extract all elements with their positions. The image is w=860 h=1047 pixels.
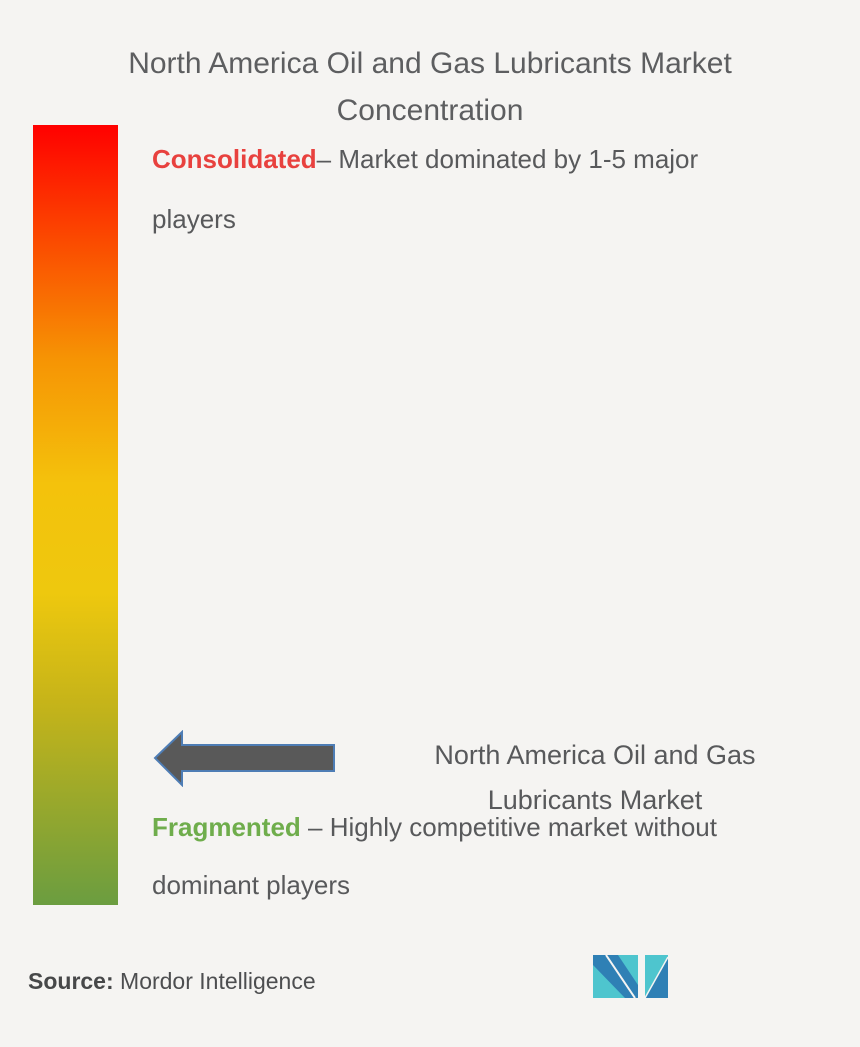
consolidated-description-line1: Consolidated– Market dominated by 1-5 ma… xyxy=(152,143,852,176)
concentration-gradient-bar xyxy=(33,125,118,905)
position-indicator-arrow xyxy=(153,729,337,788)
fragmented-description-line2: dominant players xyxy=(152,870,350,900)
source-attribution: Source: Mordor Intelligence xyxy=(28,968,316,995)
left-arrow-icon xyxy=(153,729,335,788)
page-title: North America Oil and Gas Lubricants Mar… xyxy=(128,47,732,127)
consolidated-label: Consolidated xyxy=(152,144,317,174)
indicator-market-label-line1: North America Oil and Gas xyxy=(434,740,756,770)
mordor-intelligence-logo xyxy=(593,954,669,999)
source-value: Mordor Intelligence xyxy=(113,968,316,994)
indicator-market-label: North America Oil and Gas Lubricants Mar… xyxy=(370,733,820,823)
consolidated-desc-text: – Market dominated by 1-5 major xyxy=(316,144,699,174)
fragmented-desc-text: – Highly competitive market without xyxy=(300,812,717,842)
source-label: Source: xyxy=(28,968,114,994)
consolidated-description-line2: players xyxy=(152,204,236,234)
fragmented-description-line1: Fragmented – Highly competitive market w… xyxy=(152,811,852,844)
fragmented-label: Fragmented xyxy=(152,812,301,842)
indicator-market-label-line2: Lubricants Market xyxy=(487,785,703,815)
mordor-intelligence-logo-icon xyxy=(593,954,669,999)
